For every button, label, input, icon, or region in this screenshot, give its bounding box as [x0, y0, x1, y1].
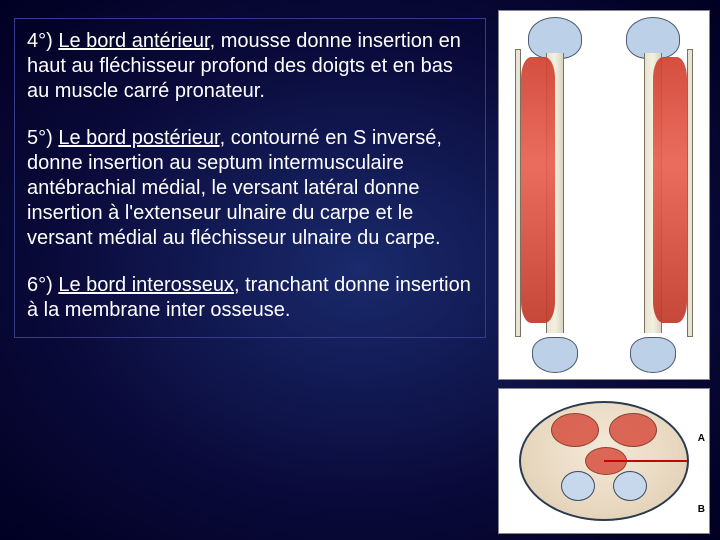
para5-prefix: 5°)	[27, 127, 58, 149]
bone-section-icon	[613, 471, 647, 501]
bone-view-left	[507, 17, 603, 373]
paragraph-6: 6°) Le bord interosseux, tranchant donne…	[27, 273, 473, 323]
cross-section-outline	[519, 401, 689, 521]
para6-title: Le bord interosseux	[58, 274, 234, 296]
radius-shaft-icon	[687, 49, 693, 337]
muscle-overlay-icon	[521, 57, 555, 323]
paragraph-4: 4°) Le bord antérieur, mousse donne inse…	[27, 29, 473, 104]
distal-epiphysis-icon	[532, 337, 578, 373]
bone-view-right	[605, 17, 701, 373]
diagram-forearm-bones	[498, 10, 710, 380]
bone-section-icon	[561, 471, 595, 501]
para5-title: Le bord postérieur	[58, 127, 219, 149]
para4-prefix: 4°)	[27, 30, 58, 52]
cross-section-label-b: B	[698, 504, 705, 515]
muscle-region-icon	[609, 413, 657, 447]
paragraph-5: 5°) Le bord postérieur, contourné en S i…	[27, 126, 473, 251]
muscle-region-icon	[551, 413, 599, 447]
muscle-overlay-icon	[653, 57, 687, 323]
para4-title: Le bord antérieur	[58, 30, 209, 52]
para6-prefix: 6°)	[27, 274, 58, 296]
cross-section-label-a: A	[698, 433, 705, 444]
diagram-cross-section: A B	[498, 388, 710, 534]
distal-epiphysis-icon	[630, 337, 676, 373]
slide-text-box: 4°) Le bord antérieur, mousse donne inse…	[14, 18, 486, 338]
pointer-line-icon	[604, 460, 689, 462]
